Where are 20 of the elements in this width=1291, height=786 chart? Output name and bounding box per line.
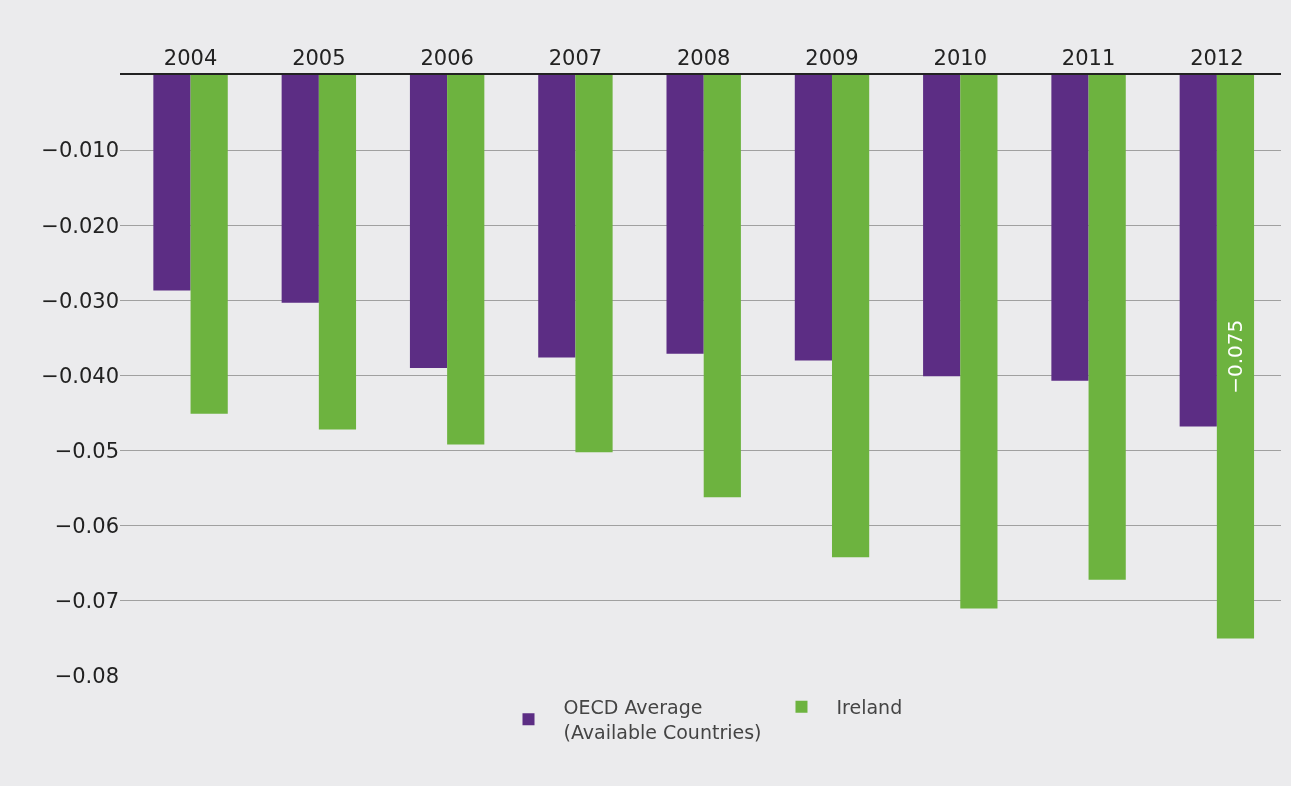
y-tick-label: −0.07 (54, 589, 119, 614)
data-label: −0.075 (1223, 319, 1248, 394)
y-tick-label: −0.020 (41, 213, 119, 238)
x-tick-label: 2010 (933, 45, 988, 70)
y-tick-label: −0.05 (54, 438, 119, 463)
y-tick-label: −0.08 (54, 664, 119, 689)
x-tick-label: 2004 (163, 45, 218, 70)
x-tick-label: 2011 (1061, 45, 1116, 70)
y-tick-label: −0.010 (41, 138, 119, 163)
legend-label: Ireland (836, 696, 903, 719)
y-tick-label: −0.040 (41, 363, 119, 388)
x-tick-label: 2012 (1190, 45, 1244, 70)
x-tick-label: 2007 (548, 45, 603, 70)
x-tick-label: 2005 (292, 45, 346, 70)
x-tick-label: 2009 (805, 45, 859, 70)
x-tick-label: 2006 (420, 45, 474, 70)
legend-label: OECD Average (Available Countries) (563, 696, 762, 743)
y-tick-label: −0.06 (54, 514, 119, 539)
y-tick-label: −0.030 (41, 288, 119, 313)
x-tick-label: 2008 (676, 45, 731, 70)
